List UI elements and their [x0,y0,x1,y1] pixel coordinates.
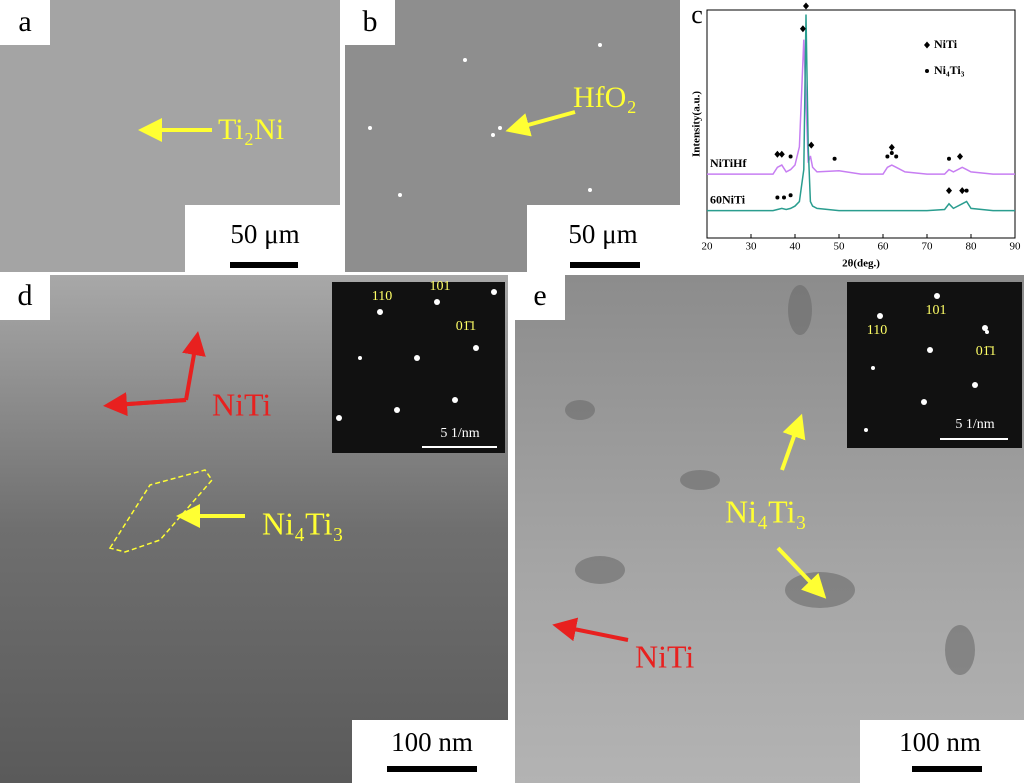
panel-a: a Ti₂Ni 50 μm [0,0,340,272]
peak-marker [788,193,793,198]
spot-label: 101 [926,303,947,318]
plot-frame [706,9,1016,239]
scale-bar [230,262,298,268]
peak-marker [888,143,895,151]
xrd-curve [707,39,1015,175]
inset-scale-label: 5 1/nm [955,417,994,432]
x-tick-label: 20 [702,241,714,253]
peak-marker [803,2,809,10]
scale-box [352,720,508,783]
label-box [0,0,50,45]
panel-b: b HfO₂ 50 μm [345,0,680,272]
inset-scale-label: 5 1/nm [440,426,479,441]
x-tick-label: 90 [1010,241,1022,253]
scale-bar [570,262,640,268]
x-tick-label: 40 [790,241,802,253]
arrow [505,110,576,137]
peak-marker [957,152,963,160]
arrow [552,617,629,642]
annotation: Ti₂Ni [218,113,284,146]
inset-scale-bar [422,446,497,448]
label-box [345,0,395,45]
spot-label: 01̄1 [976,344,996,359]
scale-label: 50 μm [568,219,637,249]
x-tick-label: 80 [966,241,978,253]
scale-label: 100 nm [899,727,981,757]
panel-label: c [691,0,703,29]
scale-bar [912,766,982,772]
x-axis-label: 2θ(deg.) [842,258,880,270]
peak-marker [947,156,951,161]
scale-bar [387,766,477,772]
annotation: NiTi [212,386,271,422]
panel-d: d 110 101 01̄1 5 1/nm NiTi Ni₄Ti₃ 100 nm [0,275,508,783]
spot-label: 110 [867,323,887,338]
scale-box [527,205,680,272]
label-box [515,275,565,320]
panel-label: a [18,5,31,38]
x-tick-label: 30 [746,241,758,253]
outline [108,469,213,553]
series-label: NiTiHf [710,156,747,170]
saed-inset [332,282,505,453]
scale-label: 100 nm [391,727,473,757]
peak-marker [832,156,837,161]
peak-marker [808,141,815,149]
legend-entry: NiTi [934,37,958,51]
panel-label: b [363,5,378,38]
annotation: NiTi [635,638,694,674]
spot-label: 110 [372,289,392,304]
panel-label: d [18,279,33,312]
xrd-curve [707,14,1015,212]
peak-marker [946,187,952,195]
peak-marker [894,154,899,159]
panel-e: e 110 101 01̄1 5 1/nm Ni₄Ti₃ NiTi 100 nm [515,275,1024,783]
peak-marker [774,150,781,158]
spot-label: 01̄1 [456,319,476,334]
annotation: Ni₄Ti₃ [262,505,344,541]
peak-marker [788,154,793,159]
legend-entry: Ni₄Ti₃ [934,63,965,77]
annotation: HfO₂ [573,81,637,114]
arrow [780,413,806,471]
peak-marker [925,69,929,73]
arrow [776,546,827,599]
diffraction-spots [864,293,989,432]
peak-marker [959,187,966,195]
x-tick-label: 50 [834,241,846,253]
panel-label: e [533,279,546,312]
peak-marker [889,151,894,156]
peak-marker [964,188,969,193]
peak-marker [799,25,806,33]
peak-marker [782,195,786,200]
series-label: 60NiTi [710,192,746,206]
particles [368,43,602,197]
scale-box [185,205,340,272]
saed-inset [847,282,1022,448]
panel-c: c 20 30 40 50 60 70 80 90 2θ(deg.) Intensity(a.u.… [691,0,1021,270]
scale-label: 50 μm [230,219,299,249]
peak-marker [885,154,890,159]
diffraction-spots [336,289,497,421]
peak-marker [924,41,930,49]
label-box [0,275,50,320]
annotation: Ni₄Ti₃ [725,493,807,529]
inset-scale-bar [940,438,1008,440]
y-axis-label: Intensity(a.u.) [691,91,703,157]
x-tick-label: 60 [878,241,890,253]
peak-marker [775,195,780,200]
arrow [103,392,187,417]
spot-label: 101 [430,279,451,294]
x-tick-label: 70 [922,241,934,253]
peak-marker [778,150,785,158]
scale-box [860,720,1024,783]
